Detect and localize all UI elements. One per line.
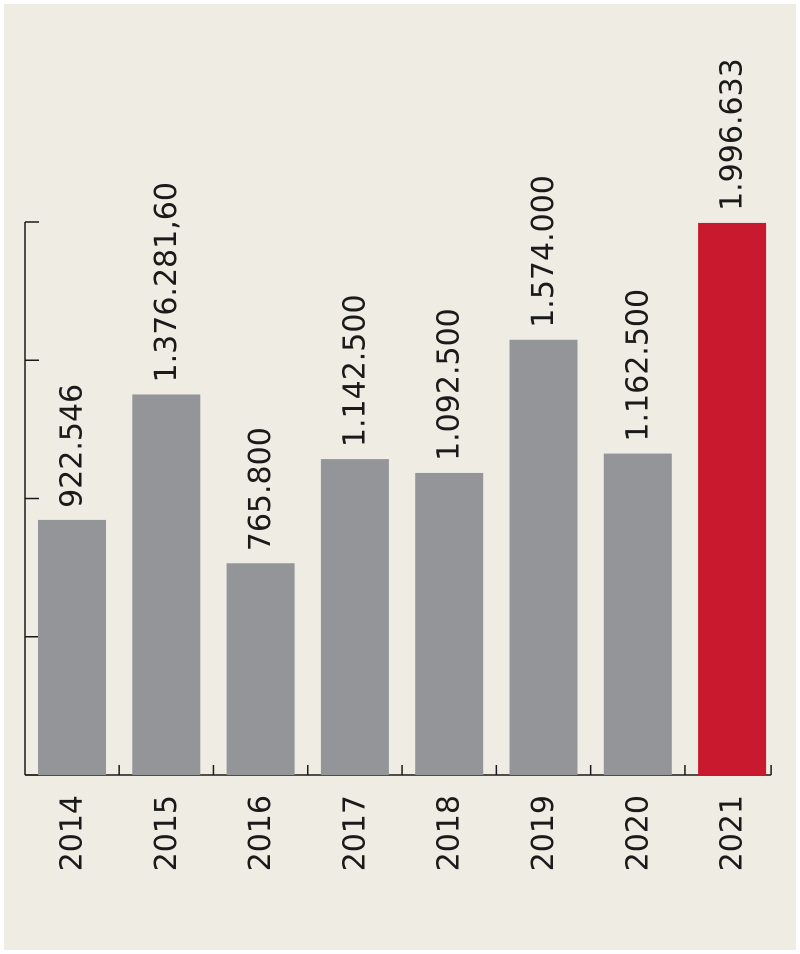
bar-2016 bbox=[226, 563, 295, 775]
bar-2019 bbox=[509, 339, 578, 775]
category-label-2014: 2014 bbox=[55, 795, 90, 871]
category-label-2019: 2019 bbox=[526, 795, 561, 871]
category-label-2017: 2017 bbox=[337, 795, 372, 871]
category-labels: 2014 2015 2016 2017 2018 2019 2020 2021 bbox=[55, 795, 750, 871]
chart-background bbox=[4, 4, 796, 950]
bar-2015 bbox=[132, 394, 201, 775]
category-label-2018: 2018 bbox=[432, 795, 467, 871]
value-label-2016: 765.800 bbox=[243, 427, 278, 551]
category-label-2020: 2020 bbox=[620, 795, 655, 871]
bar-2017 bbox=[320, 459, 389, 775]
value-label-2017: 1.142.500 bbox=[337, 294, 372, 447]
bar-2014 bbox=[38, 519, 106, 775]
value-labels: 922.546 1.376.281,60 765.800 1.142.500 1.092… bbox=[55, 58, 750, 551]
value-label-2018: 1.092.500 bbox=[432, 308, 467, 461]
bar-2020 bbox=[603, 453, 672, 775]
value-label-2015: 1.376.281,60 bbox=[149, 182, 184, 382]
category-label-2016: 2016 bbox=[243, 795, 278, 871]
category-label-2015: 2015 bbox=[149, 795, 184, 871]
value-label-2020: 1.162.500 bbox=[620, 289, 655, 442]
bar-2018 bbox=[415, 472, 484, 775]
bar-2021 bbox=[698, 222, 767, 775]
category-label-2021: 2021 bbox=[715, 795, 750, 871]
bars bbox=[38, 222, 767, 775]
value-label-2021: 1.996.633 bbox=[715, 58, 750, 211]
value-label-2019: 1.574.000 bbox=[526, 175, 561, 328]
value-label-2014: 922.546 bbox=[55, 384, 90, 508]
